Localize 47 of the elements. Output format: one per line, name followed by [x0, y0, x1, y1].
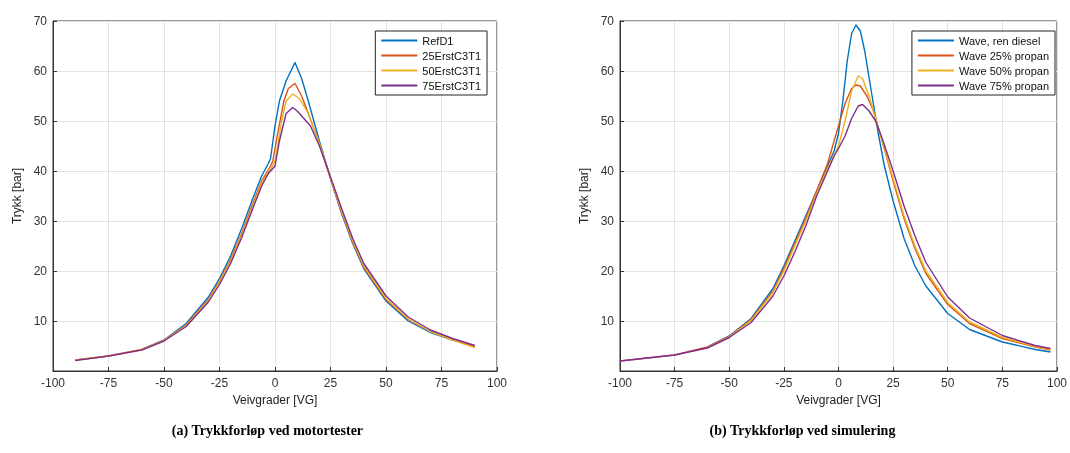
y-tick-label: 60 [33, 64, 48, 78]
x-tick-label: 100 [1046, 376, 1068, 390]
x-tick-label: 25 [323, 376, 338, 390]
x-tick-label: 50 [941, 376, 955, 390]
line-series [706, 75, 1052, 351]
x-tick-label: 0 [835, 376, 843, 390]
y-tick-label: 10 [600, 314, 615, 328]
y-tick-label: 30 [600, 214, 615, 228]
x-tick-label: -100 [40, 376, 66, 390]
legend-label: Wave 50% propan [958, 64, 1049, 77]
y-tick-label: 70 [33, 14, 48, 28]
x-tick-label: -50 [155, 376, 173, 390]
y-tick-label: 60 [600, 64, 615, 78]
y-tick-label: 20 [600, 264, 615, 278]
x-tick-label: -100 [607, 376, 633, 390]
y-axis-title: Trykk [bar] [576, 167, 591, 225]
x-tick-label: 25 [886, 376, 901, 390]
text: (a) Trykkforløp ved motortester [171, 422, 364, 439]
y-tick-label: 70 [600, 14, 615, 28]
y-axis-title: Trykk [bar] [9, 167, 24, 225]
legend-label: Wave 25% propan [958, 49, 1049, 62]
legend-label: 50ErstC3T1 [422, 64, 482, 77]
legend-label: 25ErstC3T1 [422, 49, 482, 62]
x-tick-label: 100 [486, 376, 508, 390]
x-tick-label: -25 [210, 376, 229, 390]
x-axis-title: Veivgrader [VG] [796, 392, 881, 407]
x-axis-title: Veivgrader [VG] [232, 392, 318, 407]
y-tick-label: 50 [600, 114, 615, 128]
y-tick-label: 10 [33, 314, 48, 328]
legend-label: Wave, ren diesel [958, 34, 1041, 47]
y-tick-label: 30 [33, 214, 48, 228]
y-tick-label: 50 [33, 114, 48, 128]
y-tick-label: 40 [600, 164, 615, 178]
x-tick-label: 50 [379, 376, 393, 390]
x-tick-label: 75 [434, 376, 449, 390]
text: (b) Trykkforløp ved simulering [709, 422, 896, 439]
x-tick-label: -75 [665, 376, 684, 390]
x-tick-label: -25 [775, 376, 793, 390]
x-tick-label: -50 [720, 376, 739, 390]
x-tick-label: 75 [995, 376, 1010, 390]
x-tick-label: 0 [271, 376, 279, 390]
y-tick-label: 40 [33, 164, 48, 178]
legend-label: RefD1 [422, 34, 454, 47]
y-tick-label: 20 [33, 264, 48, 278]
x-tick-label: -75 [99, 376, 118, 390]
legend-label: 75ErstC3T1 [422, 79, 482, 92]
legend-label: Wave 75% propan [958, 79, 1049, 92]
